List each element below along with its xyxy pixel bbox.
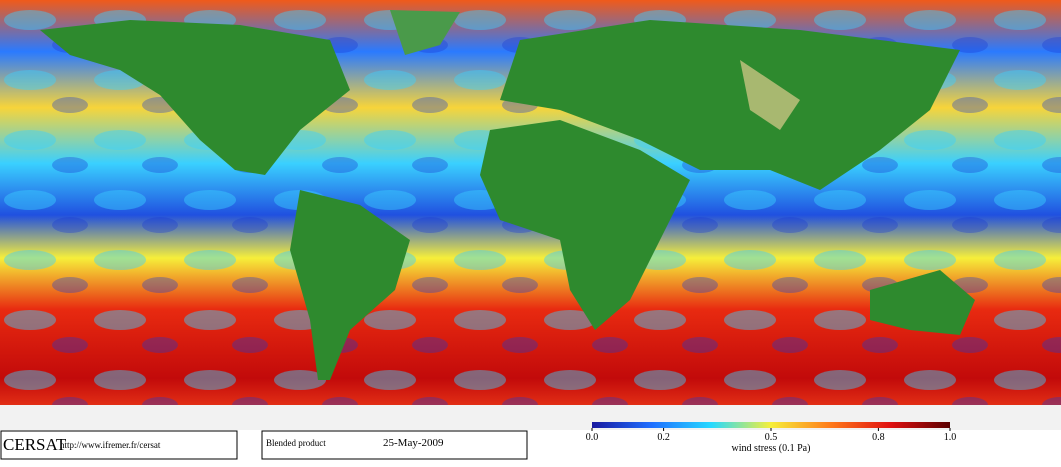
colorbar-tick-label: 1.0	[944, 432, 957, 443]
colorbar-label: wind stress (0.1 Pa)	[732, 443, 811, 454]
logo: CERSAT	[3, 435, 67, 454]
colorbar-strip	[592, 422, 950, 428]
continents	[40, 10, 975, 380]
colorbar-tick-label: 0.2	[657, 432, 670, 443]
colorbar-tick-label: 0.0	[586, 432, 599, 443]
info-box	[261, 430, 528, 460]
url: http://www.ifremer.fr/cersat	[60, 440, 161, 450]
colorbar: wind stress (0.1 Pa) 0.0 0.2 0.5 0.8 1.0	[586, 422, 957, 454]
footer: CERSAT http://www.ifremer.fr/cersat Blen…	[0, 430, 1061, 462]
date: 25-May-2009	[383, 437, 444, 449]
logo-box	[0, 430, 238, 460]
product: Blended product	[266, 438, 326, 448]
colorbar-tick-label: 0.5	[765, 432, 778, 443]
colorbar-tick-label: 0.8	[872, 432, 885, 443]
